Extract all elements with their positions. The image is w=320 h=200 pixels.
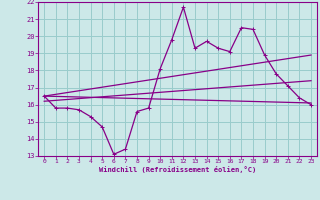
X-axis label: Windchill (Refroidissement éolien,°C): Windchill (Refroidissement éolien,°C) xyxy=(99,166,256,173)
